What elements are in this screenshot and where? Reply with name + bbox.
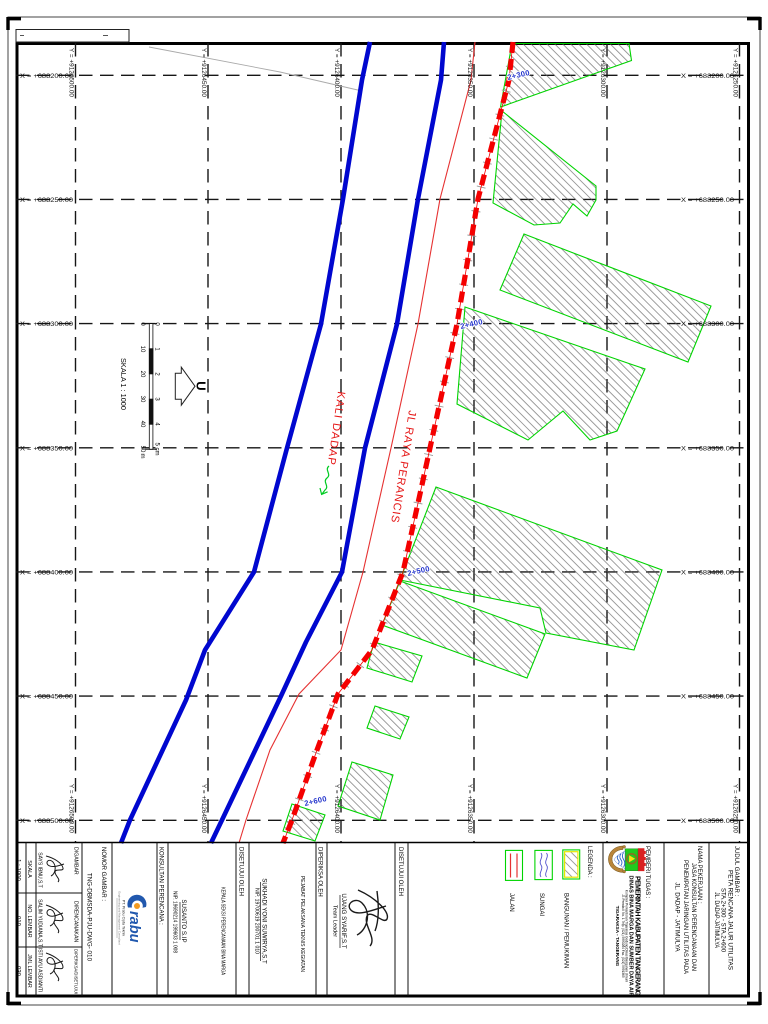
svg-text:SUNGAI: SUNGAI — [538, 893, 544, 916]
svg-text:m: m — [139, 454, 145, 459]
svg-text:NAMA PEKERJAAN :: NAMA PEKERJAAN : — [696, 846, 702, 904]
svg-text:3: 3 — [154, 397, 160, 401]
svg-text:010: 010 — [15, 916, 21, 927]
svg-text:DIPERIKSA OLEH: DIPERIKSA OLEH — [317, 847, 323, 897]
svg-text:X = +688200.00: X = +688200.00 — [681, 73, 735, 80]
svg-text:STA.2+300 - STA.2+600: STA.2+300 - STA.2+600 — [720, 888, 727, 952]
svg-text:Y = +9126300.00: Y = +9126300.00 — [599, 784, 606, 833]
svg-text:X = +688400.00: X = +688400.00 — [20, 569, 74, 576]
svg-text:X = +688450.00: X = +688450.00 — [20, 694, 74, 701]
svg-text:X = +688450.00: X = +688450.00 — [681, 694, 735, 701]
svg-text:DISETUJUI OLEH: DISETUJUI OLEH — [238, 847, 244, 896]
svg-text:DIGAMBAR: DIGAMBAR — [73, 847, 79, 875]
svg-text:JML LEMBAR: JML LEMBAR — [26, 954, 32, 988]
svg-text:SUSANTO S.IP: SUSANTO S.IP — [180, 899, 187, 942]
svg-text:10: 10 — [139, 346, 145, 353]
svg-text:20: 20 — [139, 371, 145, 378]
svg-text:DIPERIKSA/DISETUJUI: DIPERIKSA/DISETUJUI — [74, 949, 79, 994]
svg-text:NIP. 19700619 200701 1 010: NIP. 19700619 200701 1 010 — [254, 888, 260, 954]
svg-text:4: 4 — [154, 422, 160, 426]
svg-text:KONSULTAN PERENCANA :: KONSULTAN PERENCANA : — [158, 847, 164, 925]
svg-text:Y = +9126300.00: Y = +9126300.00 — [599, 48, 606, 97]
svg-text:X = +688500.00: X = +688500.00 — [20, 818, 74, 825]
svg-text:TIGARAKSA - TANGERANG: TIGARAKSA - TANGERANG — [615, 906, 620, 967]
svg-text:SAYS IBNU,S.T: SAYS IBNU,S.T — [37, 852, 43, 887]
svg-text:DINAS BINA MARGA DAN SUMBER DA: DINAS BINA MARGA DAN SUMBER DAYA AIR — [628, 876, 634, 997]
svg-text:PETA RENCANA JALUR UTILITAS: PETA RENCANA JALUR UTILITAS — [727, 870, 734, 970]
svg-text:2: 2 — [154, 372, 160, 376]
svg-text:Y = +9126350.00: Y = +9126350.00 — [466, 48, 473, 97]
svg-text:NO. LEMBAR: NO. LEMBAR — [26, 904, 32, 937]
svg-text:SUKHADI YONI SUWIRYA,S.T: SUKHADI YONI SUWIRYA,S.T — [261, 878, 268, 964]
svg-text:30: 30 — [139, 396, 145, 403]
svg-text:X = +688350.00: X = +688350.00 — [20, 445, 74, 452]
svg-text:Y = +9126450.00: Y = +9126450.00 — [200, 784, 207, 833]
svg-text:1 : 1000: 1 : 1000 — [15, 859, 21, 881]
svg-text:Y = +9126250.00: Y = +9126250.00 — [732, 784, 739, 833]
svg-text:SKALA 1 : 1000: SKALA 1 : 1000 — [119, 358, 128, 410]
svg-text:0: 0 — [139, 322, 145, 326]
svg-text:PENEMPATAN JARINGAN UTILITAS P: PENEMPATAN JARINGAN UTILITAS PADA — [682, 860, 689, 975]
svg-text:Engineering and Management Con: Engineering and Management Consultant — [117, 891, 121, 945]
svg-text:X = +688250.00: X = +688250.00 — [681, 197, 735, 204]
svg-text:X = +688300.00: X = +688300.00 — [20, 321, 74, 328]
svg-text:PEJABAT PELAKSANA TEKNIS KEGIA: PEJABAT PELAKSANA TEKNIS KEGIATAN — [299, 876, 305, 972]
svg-text:50: 50 — [139, 446, 145, 453]
svg-text:Y = +9126500.00: Y = +9126500.00 — [68, 784, 75, 833]
svg-text:PEMERINTAH KABUPATEN TANGERANG: PEMERINTAH KABUPATEN TANGERANG — [634, 876, 641, 997]
svg-text:U: U — [194, 381, 209, 390]
svg-text:Y = +9126500.00: Y = +9126500.00 — [68, 48, 75, 97]
svg-text:JALAN: JALAN — [508, 893, 514, 912]
svg-text:Y = +9126450.00: Y = +9126450.00 — [200, 48, 207, 97]
svg-text:KEPALA SEKSI PERENCANAAN BINA: KEPALA SEKSI PERENCANAAN BINA MARGA — [220, 887, 226, 975]
svg-text:1: 1 — [154, 347, 160, 351]
svg-text:PEMBERI TUGAS :: PEMBERI TUGAS : — [644, 846, 650, 899]
svg-text:JUDUL GAMBAR :: JUDUL GAMBAR : — [733, 846, 739, 896]
svg-text:NOMOR GAMBAR :: NOMOR GAMBAR : — [100, 847, 106, 901]
svg-text:40: 40 — [139, 421, 145, 428]
svg-text:Y = +9126400.00: Y = +9126400.00 — [333, 784, 340, 833]
svg-text:UJANG SYARIF,S.T: UJANG SYARIF,S.T — [340, 893, 347, 948]
svg-text:2+600: 2+600 — [303, 794, 327, 808]
svg-text:5 cm: 5 cm — [154, 442, 160, 455]
svg-text:Y = +9126400.00: Y = +9126400.00 — [333, 48, 340, 97]
svg-text:030: 030 — [15, 966, 21, 977]
svg-text:0: 0 — [154, 322, 160, 326]
svg-text:JL. DADAP - JATIMULYA: JL. DADAP - JATIMULYA — [674, 882, 681, 952]
svg-text:SKALA: SKALA — [26, 860, 32, 878]
svg-text:PT. Prabu Cipta Teknik: PT. Prabu Cipta Teknik — [122, 900, 126, 936]
svg-text:X = +688350.00: X = +688350.00 — [681, 445, 735, 452]
svg-text:LEGENDA :: LEGENDA : — [586, 846, 592, 878]
svg-text:Y = +9126350.00: Y = +9126350.00 — [466, 784, 473, 833]
svg-text:NIP. 19690214 199603 1 008: NIP. 19690214 199603 1 008 — [172, 891, 178, 953]
svg-text:X = +688400.00: X = +688400.00 — [681, 569, 735, 576]
svg-text:Komplek Perkantoran Tigaraksa: Komplek Perkantoran Tigaraksa Gedung Din… — [624, 890, 628, 983]
svg-text:X = +688250.00: X = +688250.00 — [20, 197, 74, 204]
svg-text:ISTI AYU ASDIANTI: ISTI AYU ASDIANTI — [37, 948, 43, 992]
svg-text:Team Leader: Team Leader — [332, 905, 338, 937]
svg-text:DIRENCANAKAN: DIRENCANAKAN — [73, 901, 79, 942]
svg-text:rabu: rabu — [126, 911, 142, 943]
svg-text:SALIM YUDIANA,S.T: SALIM YUDIANA,S.T — [37, 899, 43, 947]
svg-text:TNG-DBMSDA-PJU-DWG- 010: TNG-DBMSDA-PJU-DWG- 010 — [86, 873, 93, 962]
svg-text:KALI DADAP: KALI DADAP — [325, 391, 347, 467]
svg-text:X = +688500.00: X = +688500.00 — [681, 818, 735, 825]
svg-text:X = +688300.00: X = +688300.00 — [681, 321, 735, 328]
svg-text:Y = +9126250.00: Y = +9126250.00 — [732, 48, 739, 97]
svg-text:DISETUJUI OLEH: DISETUJUI OLEH — [397, 847, 403, 896]
svg-text:JASA KONSULTAN PERENCANAAN DAN: JASA KONSULTAN PERENCANAAN DAN — [690, 863, 697, 971]
svg-text:BANGUNAN / PEMUKIMAN: BANGUNAN / PEMUKIMAN — [563, 893, 569, 968]
svg-text:Jl. Pemda II No. 1 Telp. (021): Jl. Pemda II No. 1 Telp. (021) 5990264 F… — [621, 894, 625, 977]
svg-text:X = +688200.00: X = +688200.00 — [20, 73, 74, 80]
svg-text:JL. DADAP-JATIMULYA: JL. DADAP-JATIMULYA — [713, 892, 720, 949]
svg-text:JL RAYA PERANCIS: JL RAYA PERANCIS — [388, 410, 418, 525]
